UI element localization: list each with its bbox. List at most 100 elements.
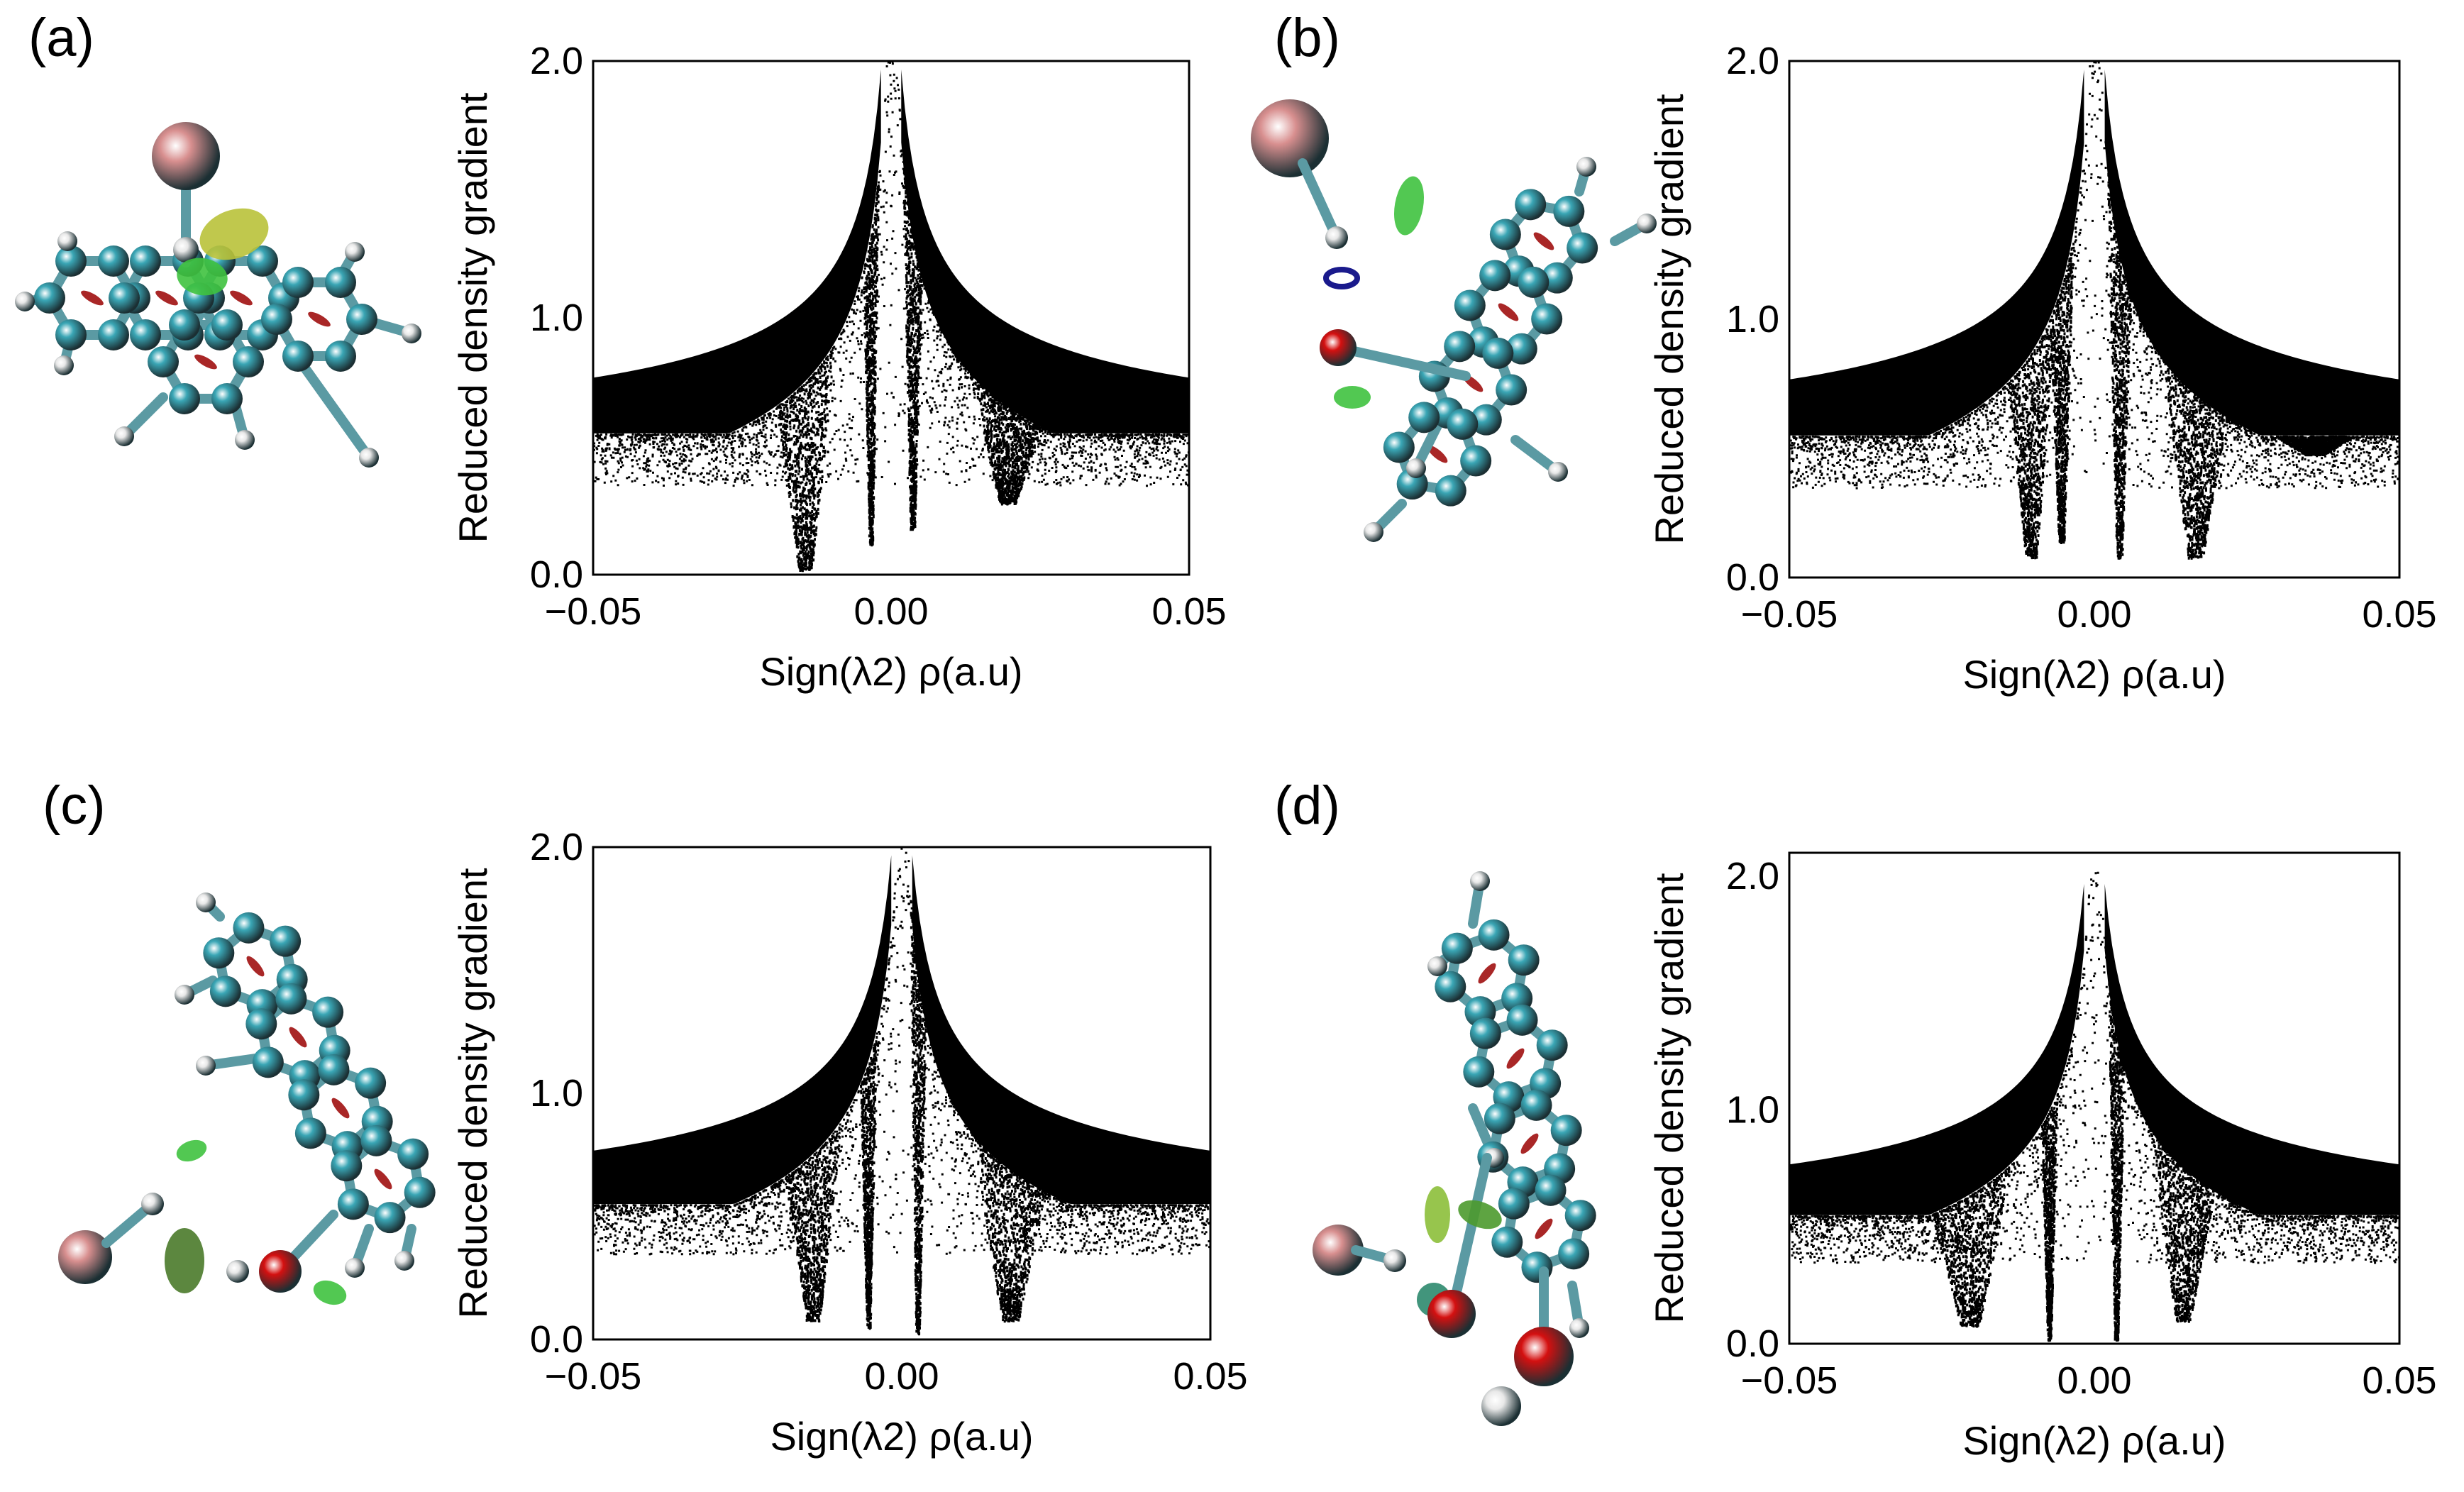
ring-critical-point [331,1098,350,1119]
rdg-band-pos [2104,883,2399,1215]
interaction-isosurface [1393,176,1425,236]
y-tick-label: 1.0 [530,297,583,339]
rdg-band-pos [912,855,1210,1205]
hydrogen-atom [345,1258,365,1278]
carbon-atom [288,1079,320,1111]
x-axis-label: Sign(λ2) ρ(a.u) [770,1414,1033,1459]
carbon-atom [270,925,302,957]
ring-critical-point [1533,232,1554,250]
rdg-band-pos [901,69,1189,433]
x-tick-label: −0.05 [1741,1359,1838,1402]
x-axis-label: Sign(λ2) ρ(a.u) [1962,1418,2226,1463]
carbon-atom [1558,1238,1590,1270]
hydrogen-atom [1427,956,1447,976]
panel-b: (b) −0.05 0.00 0.05 0.0 1.0 2.0 Sign(λ2) ρ(a.u… [1232,0,2464,746]
oxygen-atom [1514,1327,1574,1386]
molecule-a [15,122,421,468]
y-axis-label: Reduced density gradient [1647,94,1691,545]
carbon-atom [233,912,265,944]
carbon-atom [325,267,356,299]
oxygen-atom [259,1250,302,1293]
carbon-atom [130,319,161,350]
carbon-atom [1508,944,1540,976]
hydrogen-atom [1470,871,1490,891]
ring-critical-point [81,290,104,306]
carbon-atom [1479,260,1511,292]
carbon-atom [1460,445,1492,477]
x-tick-label: 0.00 [864,1355,939,1398]
carbon-atom [1520,1089,1552,1121]
x-tick-label: −0.05 [545,1355,642,1398]
carbon-atom [312,996,344,1028]
hydrogen-atom [1481,1386,1521,1426]
carbon-atom [1470,404,1502,436]
carbon-atom [1491,1226,1523,1258]
rdg-band-neg [593,855,892,1205]
carbon-atom [1536,1029,1568,1061]
molecule-d [1313,871,1596,1426]
x-tick-label: 0.05 [2362,1359,2436,1402]
x-axis-label: Sign(λ2) ρ(a.u) [1962,652,2226,697]
interaction-isosurface [177,258,228,296]
y-tick-label: 2.0 [530,40,583,82]
bromine-atom [1251,99,1329,177]
plot-frame [1788,851,2401,1345]
ring-critical-point [308,311,331,327]
carbon-atom [34,282,65,314]
hydrogen-atom [173,237,199,263]
carbon-atom [1541,262,1573,294]
y-tick-label: 0.0 [1726,556,1779,599]
carbon-atom [1482,337,1514,369]
scatter-points [1789,61,2399,560]
ring-critical-point [246,956,265,977]
carbon-atom [1444,331,1476,363]
carbon-atom [148,346,179,377]
carbon-atom [1383,431,1415,463]
y-tick-label: 0.0 [530,1318,583,1361]
y-tick-label: 2.0 [1726,855,1779,897]
x-tick-label: 0.05 [1173,1355,1247,1398]
panel-label-d: (d) [1274,775,1340,836]
plot-frame [592,846,1212,1341]
ring-critical-point [1478,963,1496,984]
scatter-points [1789,871,2399,1342]
rdg-band-pos [2104,70,2399,436]
rdg-scatter-dots [593,847,1210,1336]
interaction-isosurface [1425,1186,1450,1243]
ring-critical-point [1535,1218,1553,1239]
y-axis-label: Reduced density gradient [451,868,495,1319]
carbon-atom [130,245,161,277]
y-tick-label: 2.0 [1726,40,1779,82]
carbon-atom [109,282,140,314]
plot-frame [592,60,1190,576]
carbon-atom [331,1150,363,1182]
carbon-atom [1515,189,1547,221]
oxygen-atom [1427,1290,1476,1338]
carbon-atom [209,976,241,1007]
carbon-atom [252,1046,284,1078]
carbon-atom [247,245,278,277]
carbon-atom [203,937,235,969]
hydrogen-atom [175,985,194,1005]
carbon-atom [1550,1115,1582,1146]
y-axis-label: Reduced density gradient [451,92,495,543]
carbon-atom [1454,289,1486,321]
y-tick-label: 1.0 [1726,1088,1779,1131]
carbon-atom [360,1124,392,1156]
panel-label-a: (a) [28,8,94,68]
interaction-isosurface [1334,386,1371,409]
molecule-c [58,893,436,1305]
carbon-atom [1435,475,1466,507]
bromine-atom [152,122,220,190]
ring-critical-point [289,1027,307,1048]
panel-label-b: (b) [1274,8,1340,68]
bond [293,353,374,463]
carbon-atom [55,245,87,277]
bond [1333,343,1471,381]
hydrogen-atom [1325,226,1348,249]
hydrogen-atom [57,231,77,251]
ring-critical-point [374,1168,392,1190]
rdg-plot-a: −0.05 0.00 0.05 0.0 1.0 2.0 Sign(λ2) ρ(a.u) Red… [451,40,1227,694]
rdg-plot-b: −0.05 0.00 0.05 0.0 1.0 2.0 Sign(λ2) ρ(a.u) Red… [1647,40,2437,697]
carbon-atom [1496,374,1527,406]
